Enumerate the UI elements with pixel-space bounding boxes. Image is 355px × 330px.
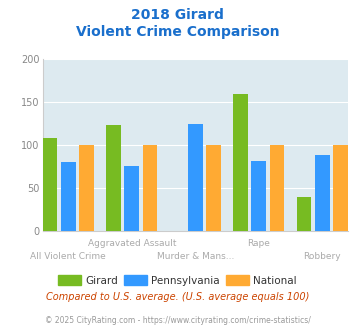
- Bar: [43, 138, 58, 231]
- Bar: [315, 155, 330, 231]
- Bar: [79, 145, 94, 231]
- Bar: [233, 94, 248, 231]
- Text: All Violent Crime: All Violent Crime: [31, 252, 106, 261]
- Text: Murder & Mans...: Murder & Mans...: [157, 252, 234, 261]
- Text: Compared to U.S. average. (U.S. average equals 100): Compared to U.S. average. (U.S. average …: [46, 292, 309, 302]
- Bar: [206, 145, 221, 231]
- Bar: [143, 145, 157, 231]
- Bar: [124, 166, 139, 231]
- Bar: [61, 162, 76, 231]
- Bar: [188, 124, 203, 231]
- Bar: [106, 125, 121, 231]
- Text: Aggravated Assault: Aggravated Assault: [88, 239, 176, 248]
- Text: 2018 Girard: 2018 Girard: [131, 8, 224, 22]
- Bar: [333, 145, 348, 231]
- Legend: Girard, Pennsylvania, National: Girard, Pennsylvania, National: [54, 271, 301, 290]
- Text: © 2025 CityRating.com - https://www.cityrating.com/crime-statistics/: © 2025 CityRating.com - https://www.city…: [45, 316, 310, 325]
- Bar: [296, 197, 311, 231]
- Text: Robbery: Robbery: [304, 252, 341, 261]
- Text: Rape: Rape: [247, 239, 270, 248]
- Bar: [251, 161, 266, 231]
- Bar: [269, 145, 284, 231]
- Text: Violent Crime Comparison: Violent Crime Comparison: [76, 25, 279, 39]
